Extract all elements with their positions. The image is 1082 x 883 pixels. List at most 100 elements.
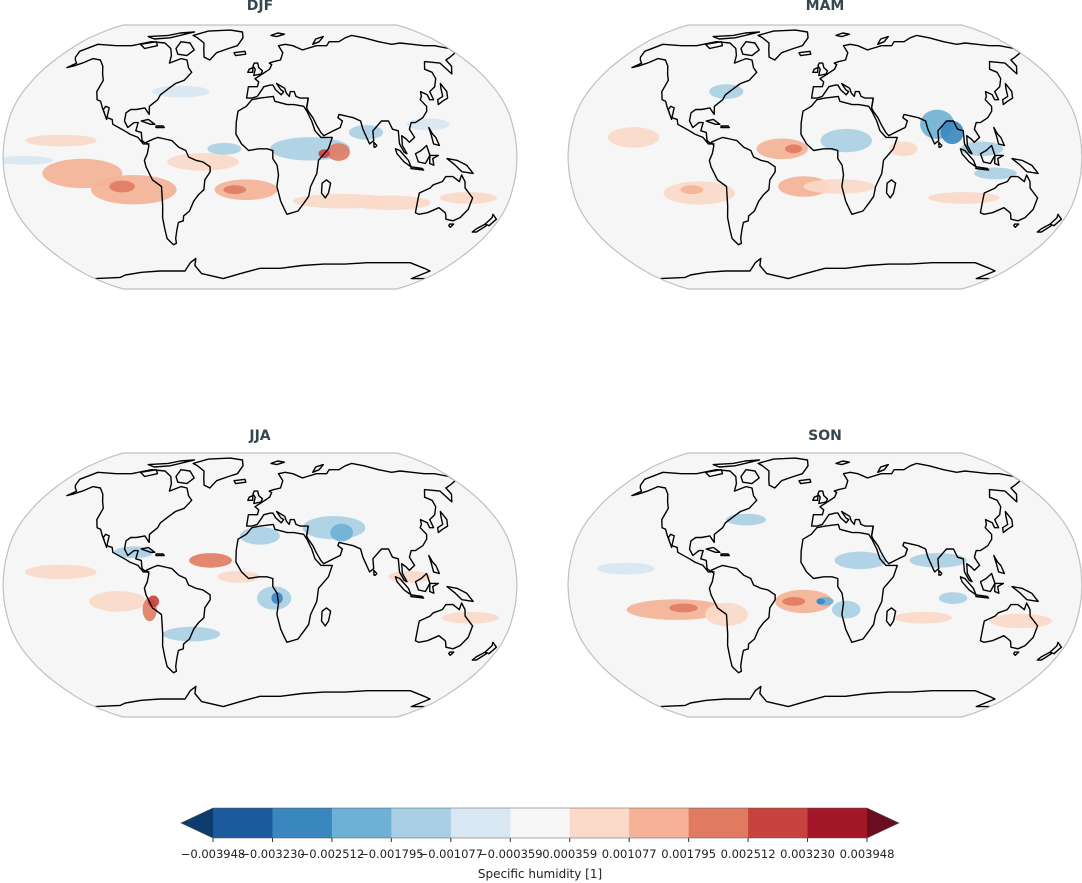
colorbar-swatch [391,808,452,838]
coastline-australia [414,174,474,222]
coastline-sulawesi [994,154,1005,166]
anomaly-region [803,179,875,194]
coastline-cuba [705,118,721,125]
coastline-hispaniola [720,553,730,557]
anomaly-region [834,551,886,570]
coastline-new-guinea [446,585,474,603]
map-panel-djf: DJF [0,0,520,290]
coastline-hispaniola [155,553,165,557]
anomaly-region [217,570,260,583]
anomaly-region [597,562,655,575]
coastline-ireland [812,494,819,501]
coastline-australia [979,174,1039,222]
anomaly-region [894,611,952,624]
coastline-antarctica [659,257,996,280]
coastline-greenland [757,29,809,61]
coastline-sulawesi [429,154,440,166]
anomaly-region [928,192,1000,204]
colorbar-graphic [180,807,900,842]
coastline-uk [817,490,829,505]
coastline-victoria [139,41,159,50]
anomaly-region [607,127,660,148]
colorbar-tick-label: −0.003230 [240,847,305,861]
coastline-new-zealand-south [471,651,488,661]
anomaly-region [816,598,825,605]
anomaly-region [989,613,1052,629]
colorbar-swatch [748,808,809,838]
coastline-novaya [877,35,889,45]
coastline-madagascar [885,179,897,199]
coastline-novaya [877,463,889,473]
ocean-background [568,453,1082,717]
coastline-hispaniola [720,125,730,129]
coastline-japan [1002,510,1014,534]
map-panel-mam: MAM [565,0,1082,290]
anomaly-region [441,611,499,624]
coastline-eurasia [810,34,1021,155]
coastline-svalbard [270,32,286,38]
coastline-new-guinea [1011,585,1039,603]
coastline-new-zealand-south [1036,651,1053,661]
coastline-java [410,166,425,171]
map-djf [2,24,518,290]
coastline-north-america [631,41,758,145]
coastline-madagascar [885,607,897,627]
coastline-baffin [175,41,195,57]
coastline-new-guinea [446,157,474,175]
coastline-sri-lanka [938,569,943,576]
coastline-arabian-link [305,97,309,109]
coastline-arabian-link [870,97,874,109]
coastline-tasmania [448,651,455,656]
coastline-madagascar [320,607,332,627]
colorbar-tick-label: 0.001795 [661,847,717,861]
anomaly-region [223,185,247,195]
anomaly-region [330,523,353,542]
coastline-arctic-islands [712,31,761,40]
coastline-madagascar [320,179,332,199]
coastline-antarctica [94,685,431,708]
coastline-north-america [66,469,193,573]
coastline-baffin [740,41,760,57]
coastline-uk [252,62,264,77]
colorbar-tick-label: 0.000359 [542,847,598,861]
colorbar-swatch [331,808,392,838]
colorbar-tick-label: −0.001077 [418,847,484,861]
coastline-north-america [631,469,758,573]
anomaly-region [350,195,431,211]
coastline-philippines [993,126,1006,147]
colorbar-extend-min [181,808,213,838]
coastline-australia [414,602,474,650]
coastline-tasmania [1013,223,1020,228]
panel-title: JJA [249,428,271,444]
coastline-novaya [312,35,324,45]
anomaly-region [820,128,872,153]
coastline-greenland [757,457,809,489]
coastline-sri-lanka [373,141,378,148]
coastline-svalbard [835,32,851,38]
colorbar-tick-label: −0.002512 [299,847,365,861]
colorbar-swatch [688,808,749,838]
coastline-africa [235,523,333,643]
coastline-cuba [705,546,721,553]
colorbar-extend-max [867,808,899,838]
panel-title: DJF [246,0,274,14]
coastline-philippines [428,126,441,147]
coastline-south-america [708,564,776,674]
coastline-ireland [247,494,254,501]
colorbar-tick-label: −0.000359 [478,847,543,861]
anomaly-region [726,513,766,526]
colorbar-tick-label: 0.003230 [780,847,835,861]
anomaly-region [680,185,704,195]
coastline-eurasia [245,462,456,583]
coastline-cuba [140,118,156,125]
anomaly-region [240,527,280,545]
coastline-greenland [192,457,244,489]
map-jja [2,452,518,718]
colorbar-swatch [629,808,690,838]
coastline-new-zealand-south [471,223,488,233]
map-panel-jja: JJA [0,428,520,718]
anomaly-region [938,592,968,604]
coastline-africa [800,523,898,643]
anomaly-region [756,138,808,160]
coastline-iceland [233,478,247,485]
